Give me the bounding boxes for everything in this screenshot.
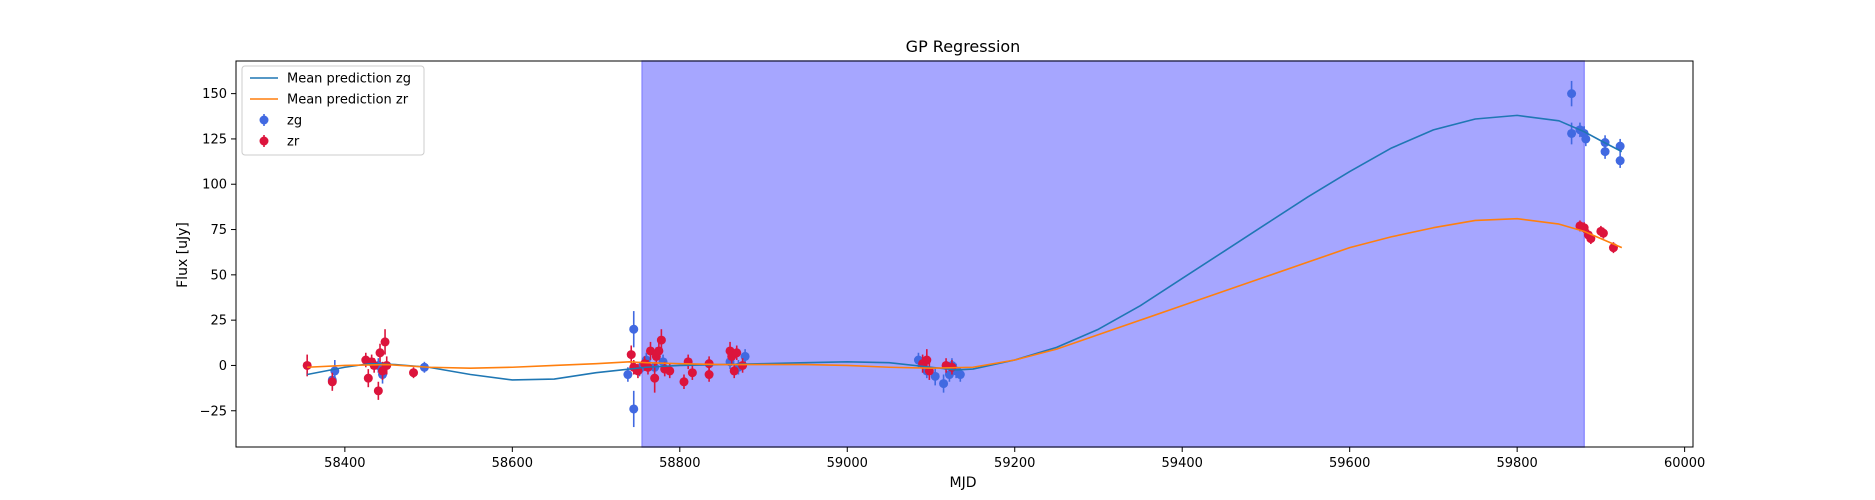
zr-point-26 — [687, 365, 697, 380]
zg-point-6 — [629, 311, 639, 348]
legend-label-1: Mean prediction zr — [287, 93, 409, 108]
zr-point-10 — [382, 356, 392, 375]
zg-point-7 — [629, 390, 639, 428]
x-axis-label: MJD — [950, 475, 977, 491]
zr-point-6 — [373, 381, 383, 400]
zg-marker — [1600, 147, 1610, 157]
plot-frame — [235, 60, 1694, 448]
legend-entry-3: zr — [259, 135, 300, 150]
zr-marker — [656, 335, 666, 345]
legend-entry-0: Mean prediction zg — [250, 72, 411, 87]
zr-marker — [704, 370, 714, 380]
zr-point-12 — [626, 345, 636, 364]
zr-marker — [645, 346, 655, 356]
zg-marker — [623, 370, 633, 380]
shaded-region — [641, 60, 1585, 448]
zr-marker — [1586, 234, 1596, 244]
y-axis-label: Flux [uJy] — [175, 222, 191, 288]
zr-marker — [363, 373, 373, 383]
zr-point-32 — [732, 345, 742, 361]
zr-point-7 — [375, 343, 385, 362]
zg-marker — [930, 371, 940, 381]
zr-point-1 — [327, 372, 337, 391]
zg-marker — [1567, 128, 1577, 138]
zr-marker — [302, 360, 312, 370]
zr-marker — [729, 366, 739, 376]
zr-point-28 — [704, 367, 714, 382]
legend-entry-1: Mean prediction zr — [250, 93, 409, 108]
zg-marker — [629, 404, 639, 414]
mean-prediction-zg-line — [307, 114, 1623, 381]
zr-point-3 — [363, 369, 373, 388]
zr-point-0 — [302, 354, 312, 377]
legend-label-3: zr — [287, 135, 300, 150]
zr-marker — [665, 366, 675, 376]
x-tick-label-1: 58600 — [492, 456, 533, 471]
zg-point-31 — [1615, 153, 1625, 168]
zr-marker — [650, 373, 660, 383]
zr-marker — [409, 368, 419, 378]
y-tick-label-1: 0 — [219, 359, 227, 374]
plot-area: 58400 58600 58800 59000 59200 59400 59600 59800… — [200, 60, 1705, 471]
zr-marker — [327, 377, 337, 387]
legend-box — [241, 65, 425, 156]
zr-point-17 — [645, 341, 655, 361]
legend-marker-swatch — [259, 136, 269, 146]
zg-marker — [1615, 141, 1625, 151]
legend-marker-swatch — [259, 115, 269, 125]
zr-point-18 — [650, 363, 660, 393]
y-tick-label-5: 100 — [202, 178, 227, 193]
zg-marker — [955, 370, 965, 380]
zr-marker — [373, 386, 383, 396]
zg-marker — [1581, 134, 1591, 144]
zr-point-11 — [409, 367, 419, 379]
zr-point-33 — [738, 358, 748, 373]
x-tick-label-7: 59800 — [1496, 456, 1537, 471]
zr-marker — [626, 350, 636, 360]
zr-point-24 — [679, 374, 689, 390]
zr-marker — [375, 348, 385, 358]
zg-marker — [1567, 89, 1577, 99]
zg-marker — [629, 324, 639, 334]
legend: Mean prediction zg Mean prediction zr zg zr — [241, 65, 425, 156]
x-tick-label-6: 59600 — [1329, 456, 1370, 471]
legend-entry-2: zg — [259, 114, 302, 129]
y-tick-label-6: 125 — [202, 132, 227, 147]
chart-title: GP Regression — [906, 37, 1021, 56]
y-tick-label-0: −25 — [200, 404, 227, 419]
plot-content — [302, 80, 1625, 428]
zr-point-44 — [1598, 227, 1608, 239]
zr-marker — [382, 360, 392, 370]
y-tick-label-4: 75 — [210, 223, 227, 238]
x-tick-label-3: 59000 — [827, 456, 868, 471]
zr-marker — [679, 377, 689, 387]
zg-point-27 — [1581, 131, 1591, 147]
y-tick-label-2: 25 — [210, 314, 227, 329]
zr-marker — [1598, 228, 1608, 238]
zr-marker — [732, 348, 742, 358]
zr-point-9 — [380, 329, 390, 355]
x-tick-label-4: 59200 — [994, 456, 1035, 471]
x-tick-label-8: 60000 — [1664, 456, 1705, 471]
zr-point-31 — [729, 363, 739, 379]
zg-point-18 — [939, 374, 949, 393]
x-tick-label-0: 58400 — [324, 456, 365, 471]
x-tick-label-5: 59400 — [1162, 456, 1203, 471]
zr-marker — [738, 360, 748, 370]
y-tick-label-3: 50 — [210, 268, 227, 283]
zg-point-23 — [1567, 80, 1577, 107]
mean-prediction-zr-line — [307, 217, 1623, 369]
zr-marker — [687, 368, 697, 378]
zg-marker — [939, 379, 949, 389]
legend-label-2: zg — [287, 114, 302, 129]
y-tick-label-7: 150 — [202, 87, 227, 102]
zg-point-29 — [1600, 144, 1610, 159]
zr-point-21 — [656, 329, 666, 351]
legend-label-0: Mean prediction zg — [287, 72, 411, 87]
zg-point-17 — [930, 367, 940, 386]
zg-marker — [1615, 156, 1625, 166]
x-tick-label-2: 58800 — [659, 456, 700, 471]
zr-marker — [380, 337, 390, 347]
